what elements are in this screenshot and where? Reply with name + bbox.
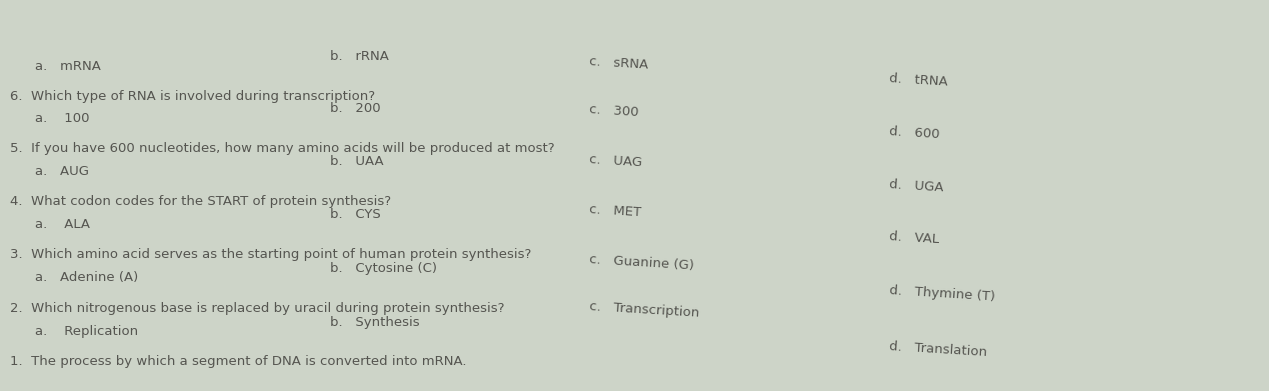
- Text: c.   MET: c. MET: [589, 203, 642, 219]
- Text: b.   rRNA: b. rRNA: [330, 50, 388, 63]
- Text: b.   200: b. 200: [330, 102, 381, 115]
- Text: 2.  Which nitrogenous base is replaced by uracil during protein synthesis?: 2. Which nitrogenous base is replaced by…: [10, 302, 505, 315]
- Text: c.   Transcription: c. Transcription: [589, 300, 700, 320]
- Text: d.   tRNA: d. tRNA: [890, 72, 948, 88]
- Text: c.   300: c. 300: [589, 103, 640, 119]
- Text: b.   UAA: b. UAA: [330, 155, 383, 168]
- Text: b.   CYS: b. CYS: [330, 208, 381, 221]
- Text: d.   Thymine (T): d. Thymine (T): [890, 284, 996, 303]
- Text: d.   UGA: d. UGA: [890, 178, 944, 194]
- Text: b.   Synthesis: b. Synthesis: [330, 316, 420, 329]
- Text: b.   Cytosine (C): b. Cytosine (C): [330, 262, 437, 275]
- Text: c.   Guanine (G): c. Guanine (G): [589, 253, 694, 273]
- Text: d.   600: d. 600: [890, 125, 940, 141]
- Text: 1.  The process by which a segment of DNA is converted into mRNA.: 1. The process by which a segment of DNA…: [10, 355, 467, 368]
- Text: a.   mRNA: a. mRNA: [36, 60, 100, 73]
- Text: 4.  What codon codes for the START of protein synthesis?: 4. What codon codes for the START of pro…: [10, 195, 391, 208]
- Text: 5.  If you have 600 nucleotides, how many amino acids will be produced at most?: 5. If you have 600 nucleotides, how many…: [10, 142, 555, 155]
- Text: c.   sRNA: c. sRNA: [589, 55, 648, 72]
- Text: 3.  Which amino acid serves as the starting point of human protein synthesis?: 3. Which amino acid serves as the starti…: [10, 248, 532, 261]
- Text: a.   AUG: a. AUG: [36, 165, 89, 178]
- Text: c.   UAG: c. UAG: [589, 153, 643, 169]
- Text: 6.  Which type of RNA is involved during transcription?: 6. Which type of RNA is involved during …: [10, 90, 376, 103]
- Text: a.    ALA: a. ALA: [36, 218, 90, 231]
- Text: d.   VAL: d. VAL: [890, 230, 940, 246]
- Text: a.    Replication: a. Replication: [36, 325, 138, 338]
- Text: a.    100: a. 100: [36, 112, 90, 125]
- Text: d.   Translation: d. Translation: [890, 340, 987, 359]
- Text: a.   Adenine (A): a. Adenine (A): [36, 271, 138, 284]
